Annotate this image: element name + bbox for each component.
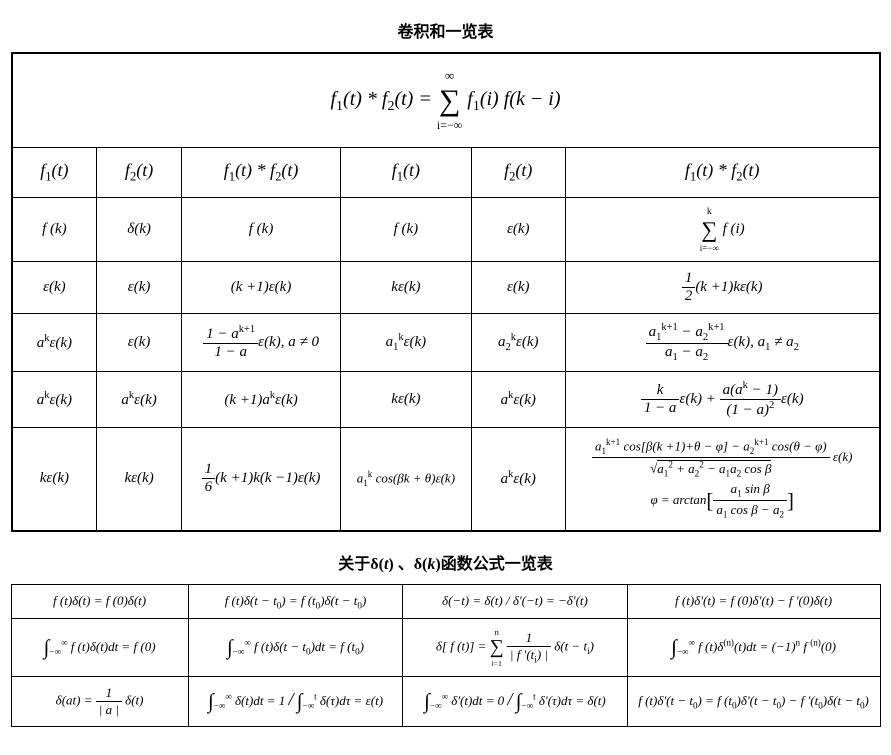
table-row: akε(k) akε(k) (k +1)akε(k) kε(k) akε(k) … — [12, 371, 880, 427]
conv-title: 卷积和一览表 — [10, 18, 881, 42]
conv-h6: f1(t) * f2(t) — [565, 148, 879, 198]
delta-title: 关于δ(t) 、δ(k)函数公式一览表 — [10, 550, 881, 574]
conv-h2: f2(t) — [97, 148, 182, 198]
conv-table: f1(t) * f2(t) = ∞ ∑ i=−∞ f1(i) f(k − i) … — [11, 52, 881, 532]
conv-h3: f1(t) * f2(t) — [181, 148, 340, 198]
conv-h1: f1(t) — [12, 148, 97, 198]
table-row: ε(k) ε(k) (k +1)ε(k) kε(k) ε(k) 12(k +1)… — [12, 261, 880, 313]
conv-h4: f1(t) — [341, 148, 471, 198]
conv-h5: f2(t) — [471, 148, 565, 198]
table-row: δ(at) = 1| a | δ(t) ∫−∞∞ δ(t)dt = 1 / ∫−… — [11, 677, 880, 727]
table-row: kε(k) kε(k) 16(k +1)k(k −1)ε(k) a1k cos(… — [12, 427, 880, 530]
table-row: ∫−∞∞ f (t)δ(t)dt = f (0) ∫−∞∞ f (t)δ(t −… — [11, 619, 880, 677]
conv-formula-row: f1(t) * f2(t) = ∞ ∑ i=−∞ f1(i) f(k − i) — [12, 53, 880, 148]
table-row: f (t)δ(t) = f (0)δ(t) f (t)δ(t − t0) = f… — [11, 584, 880, 619]
table-row: f (k) δ(k) f (k) f (k) ε(k) k ∑ i=−∞ f (… — [12, 197, 880, 261]
table-row: akε(k) ε(k) 1 − ak+11 − aε(k), a ≠ 0 a1k… — [12, 313, 880, 371]
delta-table: f (t)δ(t) = f (0)δ(t) f (t)δ(t − t0) = f… — [11, 584, 881, 728]
